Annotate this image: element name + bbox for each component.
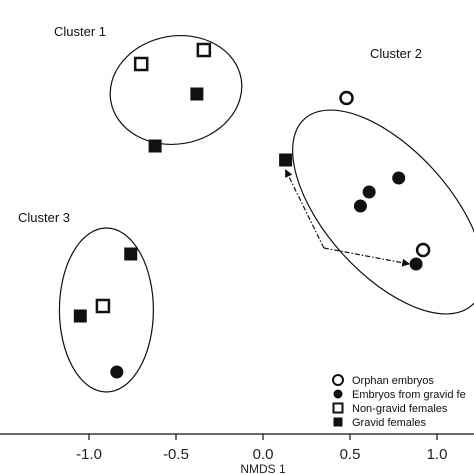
trajectory-arrow-1 [285, 169, 325, 249]
data-point-open-square-1 [133, 56, 149, 72]
x-tick-label-1: -1.0 [76, 446, 102, 463]
cluster-ellipse-2 [292, 109, 474, 315]
data-point-open-square-2 [196, 42, 212, 58]
data-point-filled-circle-3 [392, 171, 406, 185]
cluster-ellipse-3 [58, 227, 154, 393]
data-point-filled-circle-2 [353, 199, 367, 213]
data-point-open-circle-1 [339, 90, 354, 106]
x-tick-label-2: -0.5 [163, 446, 189, 463]
data-point-filled-square-1 [190, 87, 204, 101]
data-point-filled-square-2 [148, 139, 162, 153]
x-axis-label: NMDS 1 [240, 462, 286, 474]
legend-marker-3 [332, 402, 344, 414]
cluster-label-3: Cluster 3 [18, 210, 70, 225]
data-point-filled-circle-1 [362, 185, 376, 199]
trajectory-arrow-2 [323, 247, 411, 267]
cluster-label-2: Cluster 2 [370, 46, 422, 61]
cluster-ellipses: Cluster 1 Cluster 2 Cluster 3 [18, 24, 474, 393]
data-point-open-circle-2 [415, 242, 431, 258]
legend-label-4: Gravid females [352, 417, 426, 429]
x-tick-label-3: 0.0 [253, 446, 274, 463]
trajectory-arrows [285, 169, 411, 267]
legend-label-1: Orphan embryos [352, 375, 434, 387]
x-tick-label-5: 1.0 [427, 446, 448, 463]
cluster-label-1: Cluster 1 [54, 24, 106, 39]
legend-marker-2 [333, 389, 343, 399]
legend-label-3: Non-gravid females [352, 403, 448, 415]
x-axis: -1.0 -0.5 0.0 0.5 1.0 NMDS 1 [0, 433, 474, 474]
data-point-filled-circle-5 [110, 365, 124, 379]
data-point-filled-square-4 [124, 247, 138, 261]
legend-marker-4 [333, 417, 343, 427]
x-tick-label-4: 0.5 [340, 446, 361, 463]
data-point-filled-circle-4 [409, 257, 423, 271]
legend: Orphan embryos Embryos from gravid fe Non-… [332, 374, 466, 429]
data-point-filled-square-5 [73, 309, 87, 323]
data-points [73, 42, 431, 379]
legend-marker-1 [332, 374, 344, 386]
cluster-ellipse-1 [109, 34, 243, 146]
data-point-open-square-3 [95, 298, 111, 314]
data-point-filled-square-3 [279, 153, 293, 167]
legend-label-2: Embryos from gravid fe [352, 389, 466, 401]
